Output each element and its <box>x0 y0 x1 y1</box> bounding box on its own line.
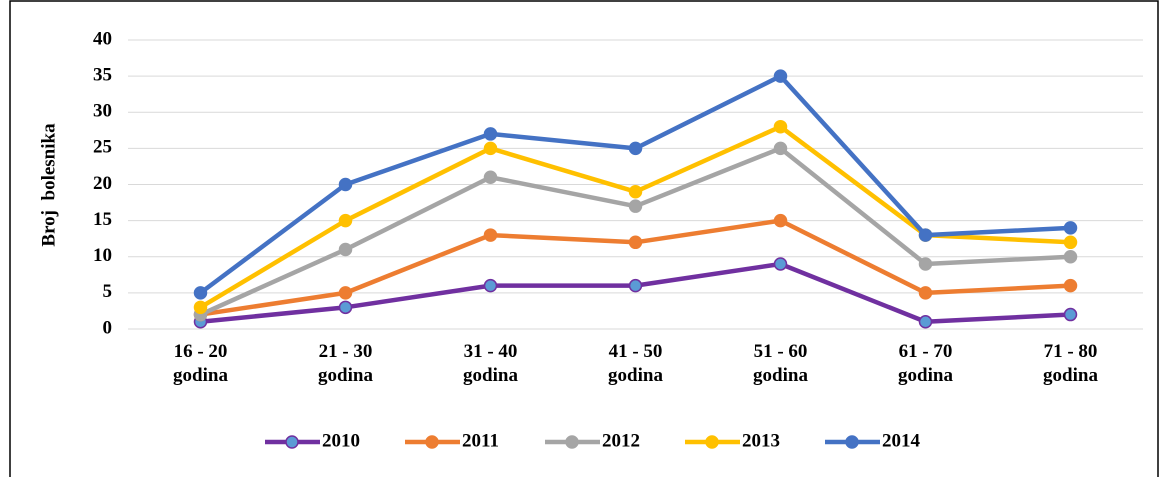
marker <box>628 184 643 199</box>
frame <box>9 0 1159 477</box>
legend-marker <box>425 435 439 449</box>
marker <box>773 141 788 156</box>
legend-label: 2011 <box>462 430 499 451</box>
marker <box>918 228 933 242</box>
legend-label: 2014 <box>882 430 921 451</box>
legend-marker <box>285 435 299 449</box>
marker <box>773 257 788 271</box>
x-tick-label: 16 - 20 godina <box>173 341 228 386</box>
y-tick-label: 15 <box>93 209 112 230</box>
legend-label: 2013 <box>742 430 780 451</box>
marker <box>773 119 788 134</box>
y-tick-label: 5 <box>103 281 113 302</box>
y-tick-label: 40 <box>93 28 112 49</box>
marker <box>338 213 353 228</box>
marker <box>483 170 498 185</box>
marker <box>1063 250 1078 264</box>
x-tick-label: 21 - 30 godina <box>318 341 373 386</box>
marker <box>918 315 933 329</box>
marker <box>483 228 498 242</box>
marker <box>1063 235 1078 250</box>
marker <box>338 286 353 300</box>
marker <box>1063 221 1078 235</box>
marker <box>193 300 208 315</box>
y-tick-label: 20 <box>93 173 112 194</box>
marker <box>193 286 208 300</box>
x-tick-label: 51 - 60 godina <box>753 341 808 386</box>
y-axis-label: Broj bolesnika <box>38 123 59 247</box>
marker <box>1063 307 1078 322</box>
marker <box>918 286 933 300</box>
x-tick-label: 71 - 80 godina <box>1043 341 1098 386</box>
marker <box>773 69 788 83</box>
marker <box>483 141 498 156</box>
x-tick-label: 61 - 70 godina <box>898 341 953 386</box>
marker <box>918 257 933 271</box>
legend-marker <box>705 435 719 449</box>
y-tick-label: 10 <box>93 245 112 266</box>
marker <box>628 278 643 293</box>
legend-label: 2012 <box>602 430 640 451</box>
y-tick-label: 30 <box>93 101 112 122</box>
marker <box>1063 278 1078 293</box>
marker <box>338 242 353 257</box>
marker <box>628 141 643 156</box>
marker <box>628 235 643 250</box>
y-tick-label: 0 <box>103 317 113 338</box>
marker <box>773 213 788 228</box>
y-tick-label: 35 <box>93 64 112 85</box>
marker <box>338 177 353 192</box>
y-tick-label: 25 <box>93 137 112 158</box>
marker <box>628 199 643 213</box>
x-tick-label: 31 - 40 godina <box>463 341 518 386</box>
legend-marker <box>565 435 579 449</box>
marker <box>483 127 498 141</box>
legend-marker <box>845 435 859 449</box>
marker <box>338 300 353 315</box>
legend-label: 2010 <box>322 430 360 451</box>
marker <box>483 278 498 293</box>
x-tick-label: 41 - 50 godina <box>608 341 663 386</box>
